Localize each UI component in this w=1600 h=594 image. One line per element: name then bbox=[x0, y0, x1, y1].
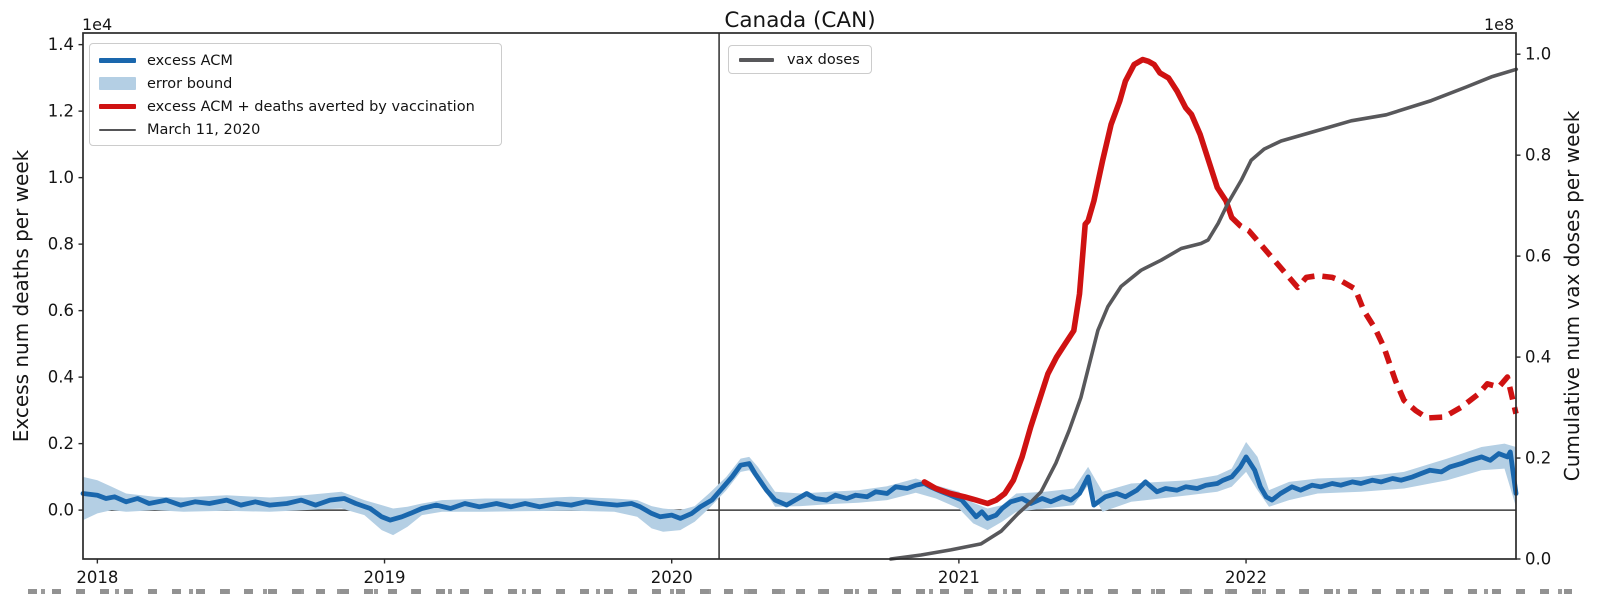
left-axis-label: Excess num deaths per week bbox=[9, 149, 33, 443]
thin-gray-line-swatch-icon bbox=[99, 128, 136, 131]
left-tick-label: 0.8 bbox=[48, 235, 74, 254]
right-axis-label: Cumulative num vax doses per week bbox=[1560, 110, 1584, 482]
x-tick-label: 2020 bbox=[651, 568, 693, 587]
left-tick-label: 1.2 bbox=[48, 102, 74, 121]
left-tick-label: 0.2 bbox=[48, 434, 74, 453]
legend-item-vax-doses: vax doses bbox=[739, 48, 860, 71]
legend-main: excess ACM error bound excess ACM + deat… bbox=[89, 43, 502, 146]
x-tick-label: 2022 bbox=[1225, 568, 1267, 587]
series-excess-acm-deaths-averted-by-vaccination-dashed- bbox=[1229, 215, 1519, 421]
left-tick-label: 0.6 bbox=[48, 301, 74, 320]
left-tick-label: 0.4 bbox=[48, 368, 74, 387]
legend-item-excess-acm-averted: excess ACM + deaths averted by vaccinati… bbox=[99, 95, 493, 118]
legend-label: error bound bbox=[147, 75, 233, 92]
right-tick-label: 0.2 bbox=[1525, 449, 1551, 468]
right-tick-label: 0.8 bbox=[1525, 146, 1551, 165]
right-tick-label: 0.4 bbox=[1525, 348, 1551, 367]
left-tick-label: 1.0 bbox=[48, 168, 74, 187]
right-tick-label: 1.0 bbox=[1525, 45, 1551, 64]
error-band bbox=[83, 442, 1516, 536]
legend-item-excess-acm: excess ACM bbox=[99, 49, 493, 72]
legend-item-march-11-2020: March 11, 2020 bbox=[99, 118, 493, 141]
left-tick-label: 0.0 bbox=[48, 501, 74, 520]
series-excess-acm bbox=[80, 449, 1519, 523]
legend-vax: vax doses bbox=[728, 45, 872, 74]
left-axis-offset-text: 1e4 bbox=[82, 15, 113, 34]
chart-title: Canada (CAN) bbox=[724, 8, 876, 33]
red-line-swatch-icon bbox=[99, 104, 136, 109]
x-tick-label: 2018 bbox=[76, 568, 118, 587]
series-excess-acm-deaths-averted-by-vaccination-solid- bbox=[921, 56, 1235, 507]
legend-label: excess ACM + deaths averted by vaccinati… bbox=[147, 98, 475, 115]
blue-line-swatch-icon bbox=[99, 58, 136, 63]
right-tick-label: 0.0 bbox=[1525, 550, 1551, 569]
band-patch-swatch-icon bbox=[99, 77, 136, 90]
axes-spines bbox=[82, 32, 1517, 560]
legend-label: vax doses bbox=[787, 51, 860, 68]
x-tick-label: 2019 bbox=[364, 568, 406, 587]
x-tick-label: 2021 bbox=[938, 568, 980, 587]
gray-line-swatch-icon bbox=[739, 57, 776, 62]
legend-label: March 11, 2020 bbox=[147, 121, 261, 138]
legend-item-error-bound: error bound bbox=[99, 72, 493, 95]
right-axis-offset-text: 1e8 bbox=[1484, 15, 1515, 34]
series-vax-doses bbox=[888, 67, 1519, 561]
right-tick-label: 0.6 bbox=[1525, 247, 1551, 266]
cropped-text-artifact bbox=[28, 589, 1572, 594]
left-tick-label: 1.4 bbox=[48, 35, 74, 54]
legend-label: excess ACM bbox=[147, 52, 233, 69]
